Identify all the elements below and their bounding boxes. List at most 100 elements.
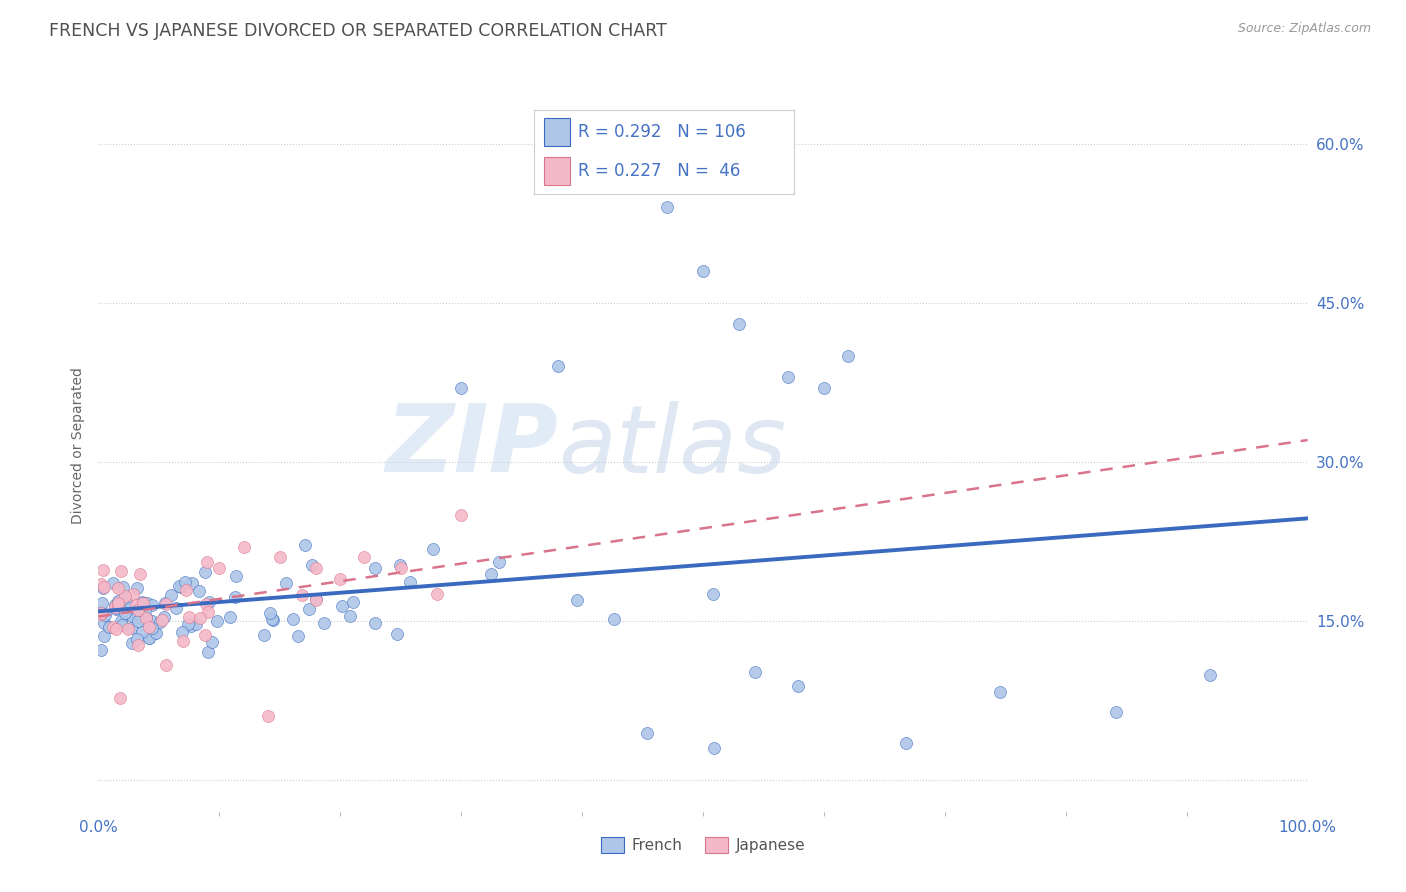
Point xyxy=(813,381,835,395)
Point xyxy=(314,615,336,630)
Point xyxy=(567,592,589,607)
Point xyxy=(167,579,190,593)
Point xyxy=(426,587,449,601)
Y-axis label: Divorced or Separated: Divorced or Separated xyxy=(70,368,84,524)
Point xyxy=(129,567,152,582)
Point xyxy=(127,632,149,647)
Point xyxy=(125,582,148,596)
Point xyxy=(107,600,129,615)
Point xyxy=(138,632,160,646)
Point xyxy=(121,608,143,623)
Point xyxy=(149,615,172,629)
Point xyxy=(744,665,766,679)
Point xyxy=(134,596,156,610)
Point xyxy=(93,581,115,595)
Legend: French, Japanese: French, Japanese xyxy=(595,830,811,859)
Point xyxy=(281,612,304,626)
Point xyxy=(197,645,219,659)
Point xyxy=(179,610,201,624)
Point xyxy=(121,636,143,650)
Point xyxy=(177,616,200,631)
Point xyxy=(636,726,658,740)
Point xyxy=(172,634,194,648)
Point xyxy=(104,600,127,615)
Point xyxy=(232,540,254,554)
Point xyxy=(122,587,145,601)
Point xyxy=(728,317,751,331)
Point xyxy=(110,615,132,629)
Point xyxy=(479,567,502,582)
Point xyxy=(97,620,120,634)
Point xyxy=(107,599,129,613)
Point xyxy=(703,740,725,755)
Point xyxy=(107,593,129,607)
Point xyxy=(131,594,153,608)
Point xyxy=(291,588,314,602)
Point xyxy=(287,629,309,643)
Point xyxy=(353,550,375,565)
Point xyxy=(114,606,136,620)
Point xyxy=(93,563,115,577)
Point xyxy=(136,596,159,610)
Point xyxy=(108,691,131,706)
Point xyxy=(329,572,352,586)
Point xyxy=(219,609,242,624)
Point xyxy=(186,617,208,632)
Point xyxy=(141,598,163,612)
Point xyxy=(208,561,231,575)
Point xyxy=(143,625,166,640)
Point xyxy=(389,561,412,575)
Point xyxy=(104,602,127,616)
Point xyxy=(155,597,177,611)
Point xyxy=(93,629,115,643)
Point xyxy=(385,627,408,641)
Point xyxy=(188,583,211,598)
Point xyxy=(194,628,217,642)
Point xyxy=(90,605,112,619)
Point xyxy=(131,625,153,640)
Point xyxy=(364,561,387,575)
Point xyxy=(776,370,799,384)
Point xyxy=(224,591,246,605)
Point xyxy=(90,606,112,620)
Point xyxy=(132,599,155,614)
Point xyxy=(655,201,678,215)
Point xyxy=(1105,705,1128,719)
Point xyxy=(330,599,353,614)
Point xyxy=(155,658,177,673)
Point xyxy=(269,550,291,565)
Point xyxy=(174,583,197,598)
Point xyxy=(145,626,167,640)
Point xyxy=(205,614,228,628)
Point xyxy=(450,508,472,522)
Point xyxy=(91,597,114,611)
Point xyxy=(603,612,626,626)
Point xyxy=(305,592,328,607)
Point xyxy=(301,558,323,572)
Point xyxy=(104,598,127,612)
Point xyxy=(256,709,278,723)
Point xyxy=(101,575,124,590)
Point xyxy=(90,642,112,657)
Point xyxy=(188,611,211,625)
Point xyxy=(94,608,117,623)
Point xyxy=(195,555,218,569)
Point xyxy=(399,574,422,589)
Point xyxy=(702,587,724,601)
Point xyxy=(128,603,150,617)
Point xyxy=(90,576,112,591)
Point xyxy=(152,610,174,624)
Point xyxy=(195,597,218,611)
Point xyxy=(259,606,281,620)
Point xyxy=(160,589,183,603)
Point xyxy=(165,601,187,615)
Point xyxy=(180,619,202,633)
Point xyxy=(129,610,152,624)
Text: ZIP: ZIP xyxy=(385,400,558,492)
Point xyxy=(150,614,173,628)
Point xyxy=(107,596,129,610)
Point xyxy=(988,685,1011,699)
Point xyxy=(134,610,156,624)
Point xyxy=(450,381,472,395)
Point xyxy=(141,615,163,629)
